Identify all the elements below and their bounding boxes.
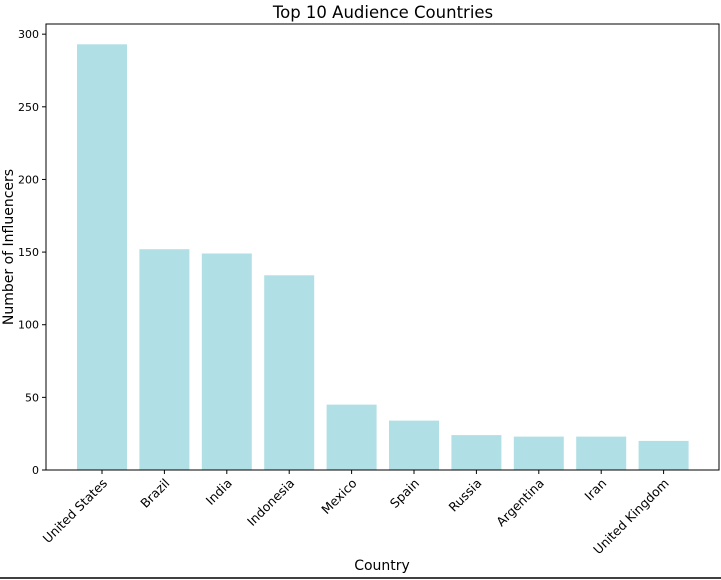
bar	[201, 253, 252, 470]
y-tick-label: 250	[18, 101, 39, 114]
bar	[638, 440, 689, 470]
bar	[389, 420, 439, 470]
y-axis-title: Number of Influencers	[1, 169, 17, 325]
y-tick-label: 100	[18, 319, 39, 332]
y-tick-label: 200	[18, 173, 39, 186]
bar	[576, 436, 627, 470]
bar	[513, 436, 564, 470]
plot-frame	[45, 23, 720, 471]
chart-title: Top 10 Audience Countries	[272, 3, 493, 22]
bars-group	[77, 44, 689, 471]
y-tick-label: 300	[18, 28, 39, 41]
bar	[264, 275, 315, 470]
bar	[326, 404, 377, 470]
y-tick-label: 0	[32, 464, 39, 477]
bar	[139, 249, 190, 470]
x-axis-title: Country	[354, 558, 410, 574]
y-tick-label: 50	[25, 391, 39, 404]
y-tick-label: 150	[18, 246, 39, 259]
bar	[451, 435, 502, 470]
y-axis-ticks: 0 50 100 150 200 250 300	[18, 28, 46, 477]
bar	[77, 44, 127, 471]
